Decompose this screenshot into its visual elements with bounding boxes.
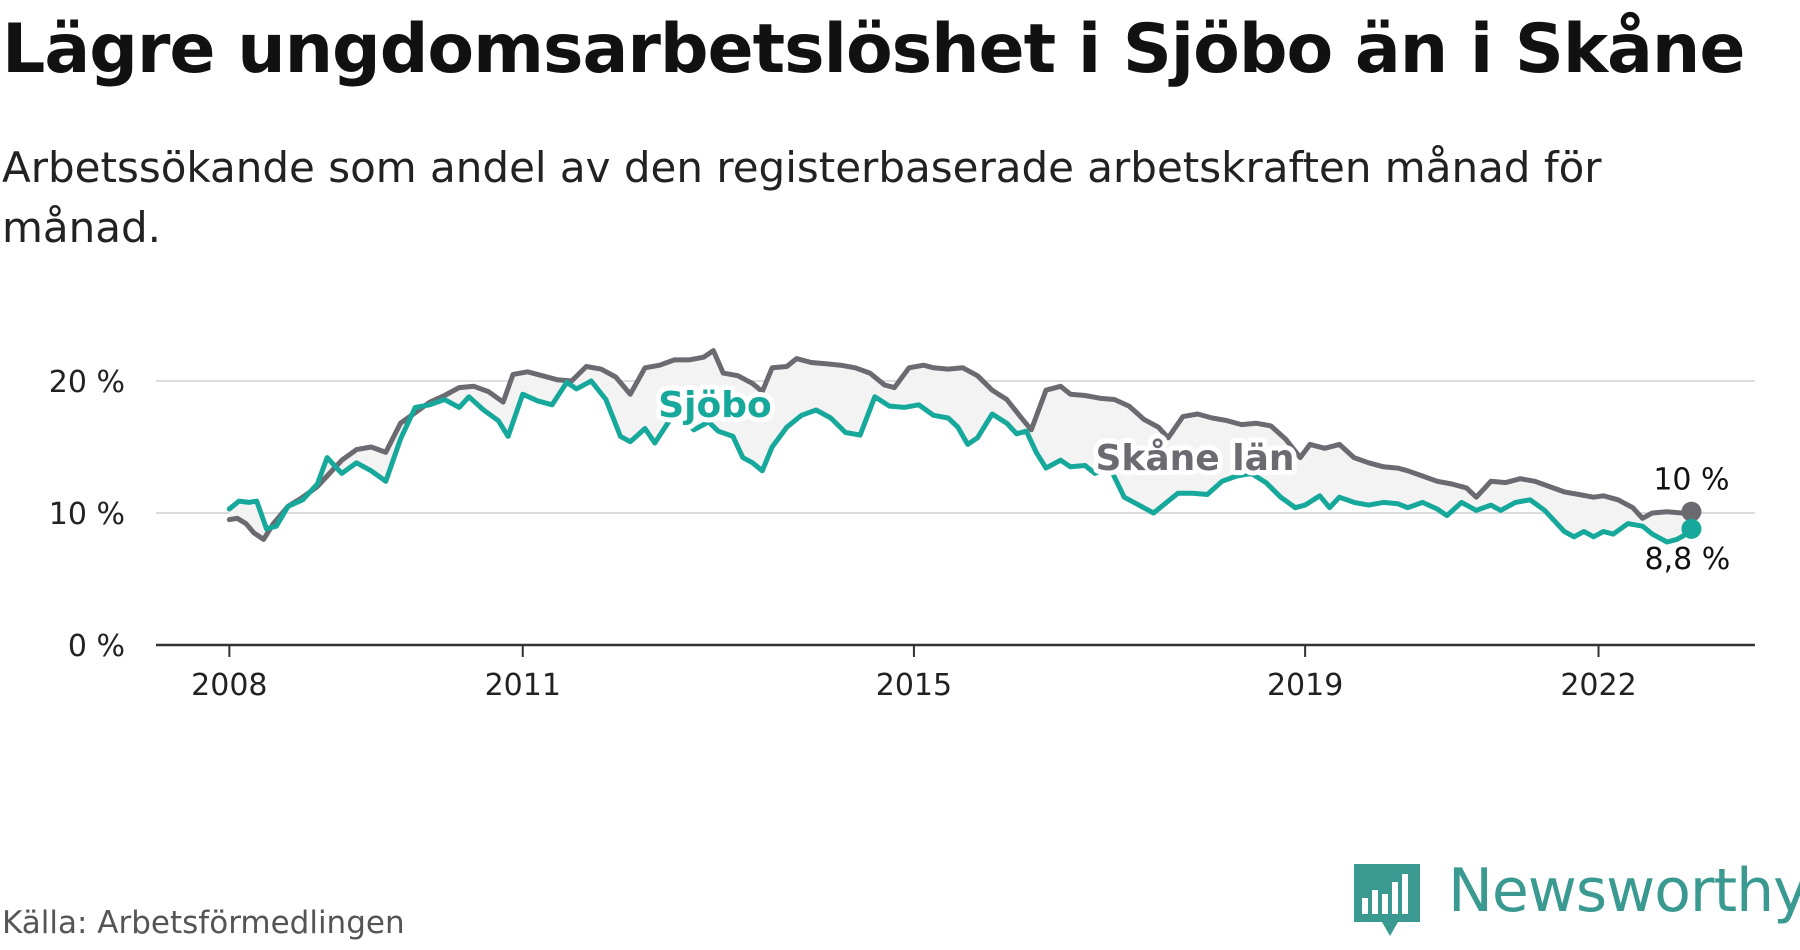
source-note: Källa: Arbetsförmedlingen — [2, 905, 405, 941]
chart-subtitle: Arbetssökande som andel av den registerb… — [2, 143, 1602, 252]
end-label-skane: 10 % — [1653, 463, 1729, 498]
chart-title: Lägre ungdomsarbetslöshet i Sjöbo än i S… — [2, 10, 1745, 89]
y-tick-label: 10 % — [49, 497, 125, 532]
series-line-sjobo — [226, 378, 1694, 545]
x-tick-label: 2011 — [485, 668, 561, 703]
series-label-sjobo-halo: Sjöbo — [658, 385, 772, 426]
end-label-sjobo: 8,8 % — [1645, 542, 1731, 577]
end-point-skane — [1681, 501, 1702, 522]
x-tick-label: 2019 — [1267, 668, 1343, 703]
y-tick-label: 0 % — [68, 629, 125, 664]
gap-band — [229, 350, 1692, 542]
series-label-sjobo: Sjöbo — [658, 385, 772, 426]
x-tick-label: 2008 — [191, 668, 267, 703]
series-line-skane — [226, 348, 1694, 542]
brand-name: Newsworthy — [1448, 856, 1800, 926]
x-tick-label: 2015 — [876, 668, 952, 703]
gridlines: 0 % 10 % 20 % — [49, 365, 1755, 664]
newsworthy-logo-icon — [1354, 864, 1420, 936]
series-label-skane: Skåne län — [1095, 438, 1294, 479]
gap-band-area — [229, 350, 1692, 542]
series-lines — [226, 348, 1702, 545]
y-tick-label: 20 % — [49, 365, 125, 400]
x-tick-label: 2022 — [1560, 668, 1636, 703]
x-axis: 2008 2011 2015 2019 2022 — [156, 643, 1755, 703]
series-label-skane-halo: Skåne län — [1095, 438, 1294, 479]
end-point-sjobo — [1681, 518, 1702, 539]
